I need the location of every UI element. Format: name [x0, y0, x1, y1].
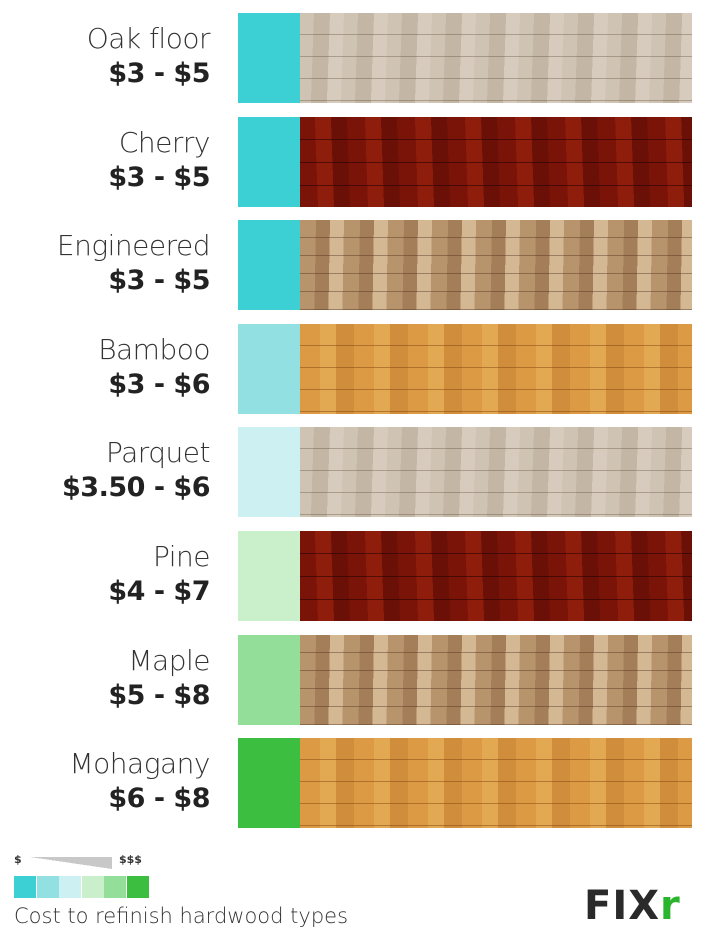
cost-swatch — [238, 738, 300, 829]
price-range: $3 - $5 — [108, 161, 210, 193]
row-label: Oak floor $3 - $5 — [86, 21, 211, 91]
price-range: $5 - $8 — [108, 679, 210, 711]
cost-row: Engineered $3 - $5 — [0, 220, 720, 311]
wood-texture — [300, 13, 692, 103]
fixr-logo: FIXr — [584, 883, 681, 929]
wood-type: Maple — [128, 643, 210, 677]
wood-type: Bamboo — [98, 332, 210, 366]
legend-ramp — [30, 857, 112, 869]
row-label: Engineered $3 - $5 — [56, 228, 211, 298]
row-label: Maple $5 - $8 — [108, 643, 210, 713]
row-label: Pine $4 - $7 — [108, 539, 210, 609]
cost-swatch — [238, 323, 300, 414]
legend-swatch — [14, 876, 36, 898]
legend-swatch — [104, 876, 126, 898]
cost-row: Bamboo $3 - $6 — [0, 323, 720, 414]
row-label: Cherry $3 - $5 — [108, 125, 210, 195]
cost-swatch — [238, 427, 300, 518]
wood-texture — [300, 427, 692, 518]
wood-texture — [300, 323, 692, 414]
price-range: $6 - $8 — [108, 783, 210, 815]
cost-row: Mohagany $6 - $8 — [0, 738, 720, 829]
cost-swatch — [238, 634, 300, 725]
cost-row: Oak floor $3 - $5 — [0, 13, 720, 103]
legend-high-label: $$$ — [119, 853, 142, 866]
row-label: Mohagany $6 - $8 — [69, 746, 211, 816]
price-range: $3 - $5 — [108, 58, 210, 89]
wood-texture — [300, 531, 692, 621]
wood-texture — [300, 634, 692, 725]
legend-swatch — [59, 876, 81, 898]
cost-row: Pine $4 - $7 — [0, 531, 720, 621]
price-range: $3 - $5 — [108, 265, 210, 297]
price-range: $4 - $7 — [108, 576, 210, 607]
legend-swatch — [36, 876, 59, 898]
wood-type: Pine — [152, 540, 211, 573]
cost-row: Cherry $3 - $5 — [0, 116, 720, 207]
legend-swatch — [126, 876, 149, 898]
legend-swatch — [81, 876, 104, 898]
cost-swatch — [238, 220, 300, 311]
cost-swatch — [238, 116, 300, 207]
cost-swatch — [238, 531, 300, 621]
cost-row: Parquet $3.50 - $6 — [0, 427, 720, 518]
wood-type: Engineered — [56, 229, 211, 263]
caption: Cost to refinish hardwood types — [14, 904, 349, 928]
legend-low-label: $ — [14, 853, 22, 866]
cost-row: Maple $5 - $8 — [0, 634, 720, 725]
wood-type: Oak floor — [86, 22, 211, 55]
row-label: Parquet $3.50 - $6 — [62, 435, 210, 505]
row-label: Bamboo $3 - $6 — [98, 332, 210, 402]
wood-type: Cherry — [118, 125, 211, 159]
wood-type: Parquet — [105, 436, 211, 470]
price-range: $3 - $6 — [108, 368, 210, 400]
wood-texture — [300, 116, 692, 207]
wood-texture — [300, 738, 692, 829]
cost-swatch — [238, 13, 300, 103]
wood-type: Mohagany — [69, 747, 211, 781]
wood-texture — [300, 220, 692, 311]
price-range: $3.50 - $6 — [62, 472, 210, 504]
